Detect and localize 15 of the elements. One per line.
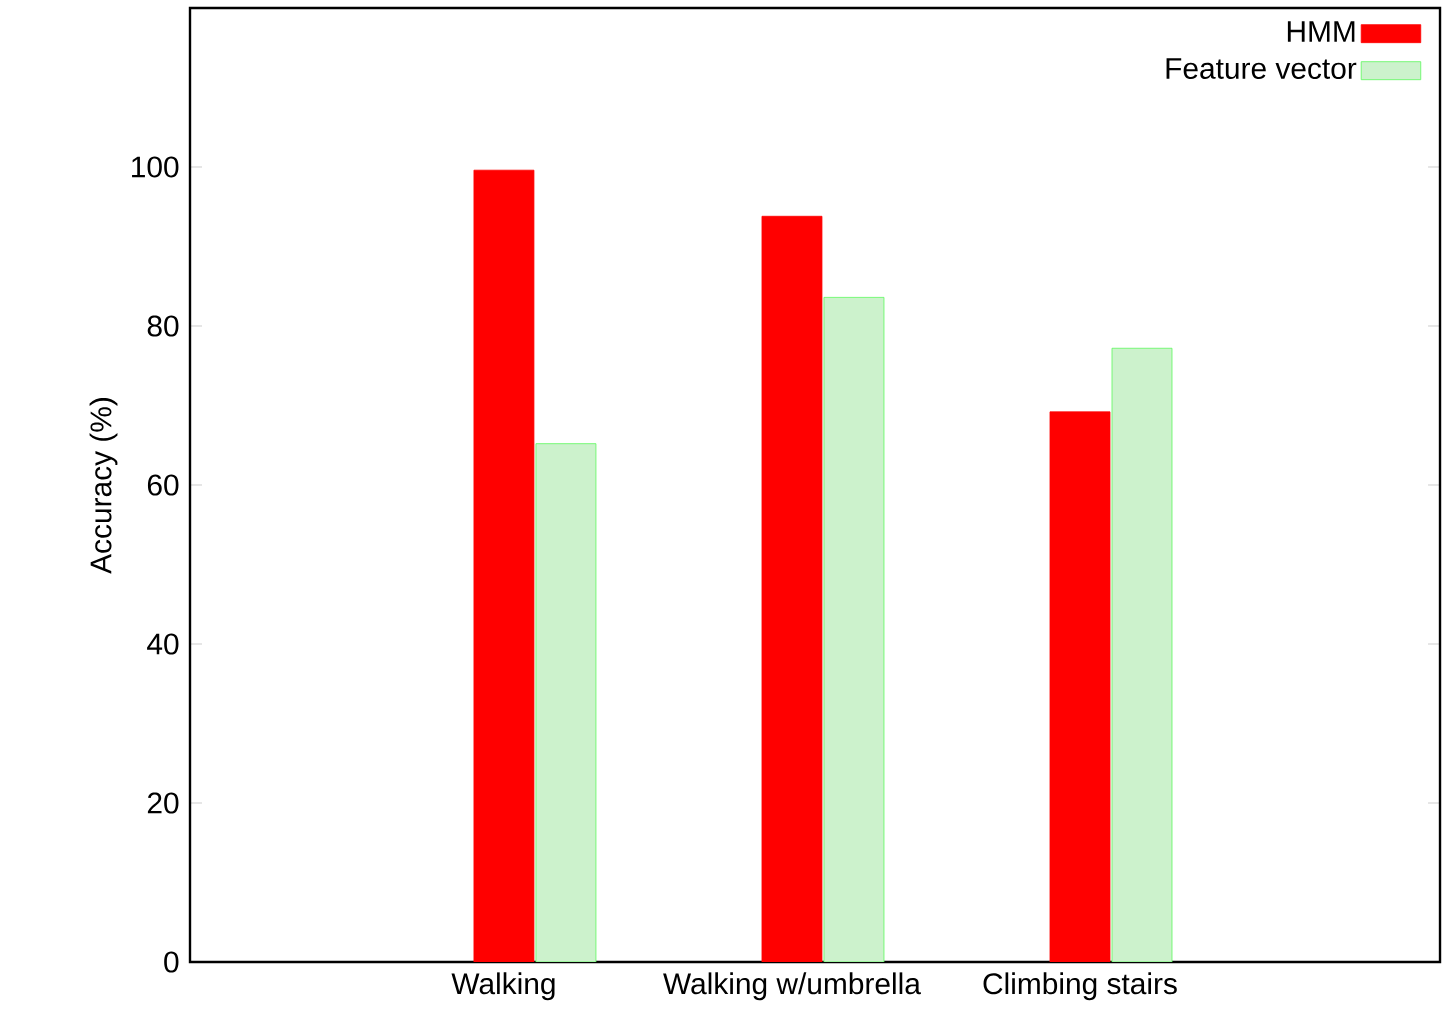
y-tick-label: 0 xyxy=(164,951,179,973)
x-tick-label: Climbing stairs xyxy=(983,972,1177,1001)
x-tick-label: Walking w/umbrella xyxy=(663,972,921,1001)
bar xyxy=(823,296,885,962)
bar xyxy=(1111,347,1173,962)
bar xyxy=(535,443,597,962)
y-tick-label: 20 xyxy=(147,792,179,814)
y-tick-label: 100 xyxy=(132,156,179,178)
legend-label: HMM xyxy=(1287,21,1355,42)
legend-label: Feature vector xyxy=(1166,58,1357,79)
y-tick-label: 60 xyxy=(147,474,179,496)
y-axis-title: Accuracy (%) xyxy=(89,398,118,574)
x-tick-label: Walking xyxy=(451,972,555,1001)
y-tick-label: 80 xyxy=(147,315,179,337)
y-tick-label: 40 xyxy=(147,633,179,655)
